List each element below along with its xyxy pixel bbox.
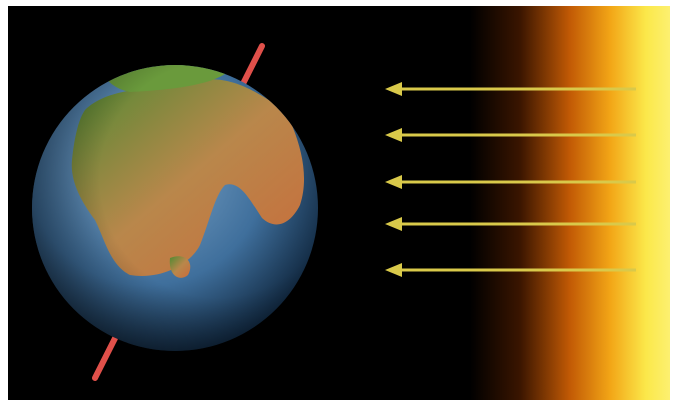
ray-arrowhead bbox=[385, 175, 402, 189]
sun-rays bbox=[385, 82, 636, 277]
earth bbox=[32, 65, 318, 351]
ray-arrowhead bbox=[385, 217, 402, 231]
ray-arrowhead bbox=[385, 82, 402, 96]
ray-arrowhead bbox=[385, 128, 402, 142]
ray-arrowhead bbox=[385, 263, 402, 277]
sun bbox=[470, 6, 670, 400]
